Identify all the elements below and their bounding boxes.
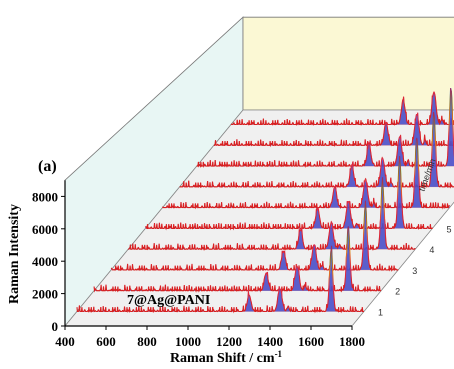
y-tick-label: 2000: [32, 287, 58, 302]
spectrum-baseline: [230, 91, 454, 126]
axes-group: 400 600 800 1000 1200 1400 1600 1800 0 2000 4000 60…: [32, 180, 365, 349]
chart-walls: [64, 16, 454, 328]
back-wall: [242, 16, 454, 111]
x-axis-label-sup: -1: [275, 349, 283, 359]
spectrum-baseline: [76, 245, 364, 313]
spectrum-fill: [231, 92, 454, 125]
x-axis-label: Raman Shift / cm-1: [170, 349, 283, 366]
spectrum-t1: [76, 245, 364, 314]
x-axis-label-main: Raman Shift / cm: [170, 351, 275, 366]
x-tick-label: 400: [55, 334, 75, 349]
x-tick-label: 1000: [175, 334, 201, 349]
y-axis-label: Raman Intensity: [7, 204, 22, 304]
x-tick-label: 600: [96, 334, 116, 349]
y-tick-label: 8000: [32, 189, 58, 204]
spectrum-t10: [230, 90, 454, 127]
z-tick-label: 4: [429, 245, 434, 255]
x-tick-label: 800: [137, 334, 157, 349]
x-tick-label: 1400: [257, 334, 283, 349]
panel-label: (a): [38, 158, 57, 175]
x-tick-label: 1600: [298, 334, 324, 349]
z-tick-label: 2: [395, 287, 400, 297]
spectra-group: 10987654321: [76, 87, 454, 317]
z-tick-label: 1: [378, 307, 383, 317]
y-tick-label: 0: [52, 319, 59, 334]
x-tick-label: 1200: [216, 334, 242, 349]
y-tick-label: 6000: [32, 222, 58, 237]
sample-annotation: 7@Ag@PANI: [127, 293, 210, 308]
y-tick-label: 4000: [32, 254, 58, 269]
z-tick-label: 5: [446, 224, 451, 234]
x-tick-label: 1800: [339, 334, 365, 349]
z-tick-label: 3: [412, 266, 417, 276]
